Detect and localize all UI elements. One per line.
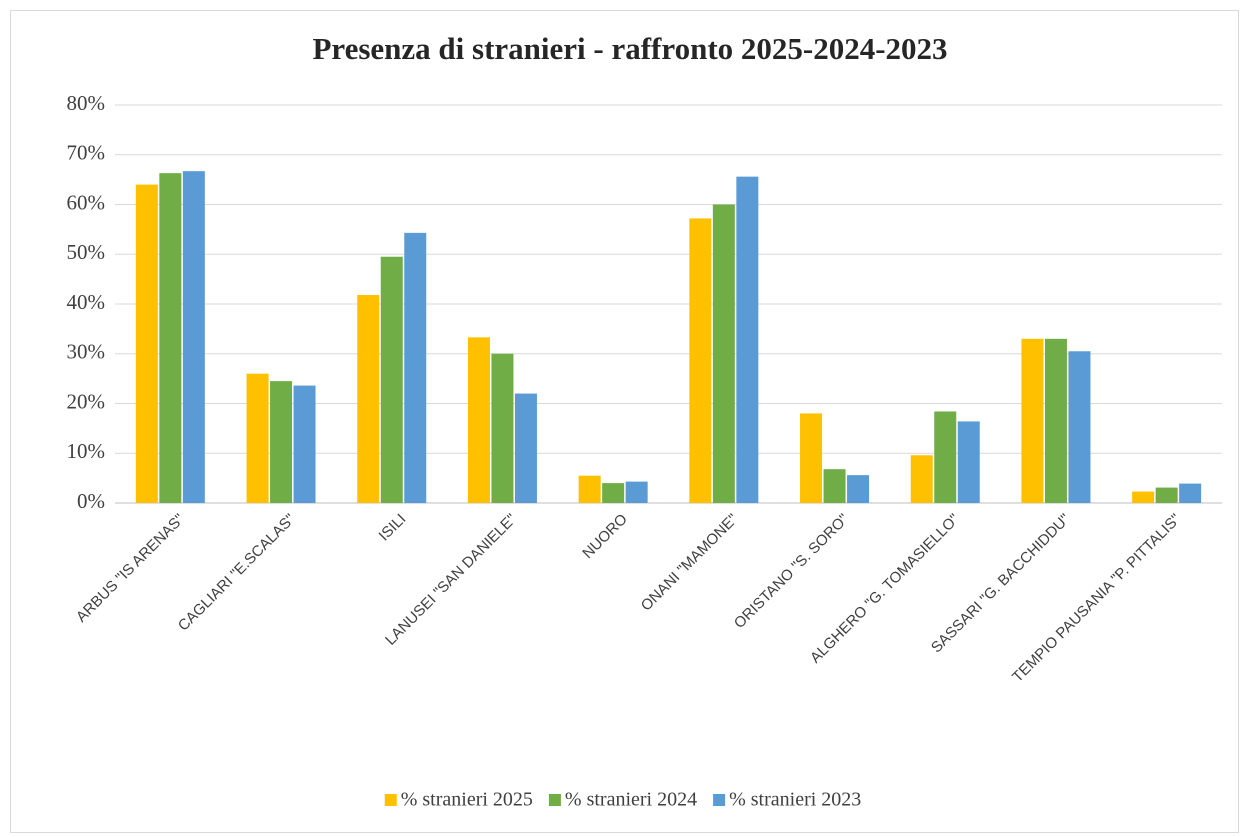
bar xyxy=(404,232,427,504)
bar xyxy=(246,373,269,503)
bar xyxy=(800,413,823,503)
bar xyxy=(602,483,625,503)
bar xyxy=(625,481,648,503)
bar xyxy=(689,218,712,503)
y-tick-label: 40% xyxy=(67,290,106,314)
bar xyxy=(957,421,980,503)
bar xyxy=(1044,338,1067,503)
legend-swatch xyxy=(548,794,561,806)
y-tick-label: 30% xyxy=(67,340,106,364)
legend-swatch xyxy=(713,794,726,806)
y-tick-label: 0% xyxy=(77,489,105,513)
bar xyxy=(712,204,735,503)
y-tick-label: 60% xyxy=(67,190,106,214)
y-tick-label: 20% xyxy=(67,389,106,413)
y-tick-label: 70% xyxy=(67,141,106,165)
y-tick-label: 80% xyxy=(67,91,106,115)
bar xyxy=(182,171,205,504)
bar xyxy=(1068,351,1091,503)
bar xyxy=(736,176,759,503)
bar xyxy=(1179,483,1202,503)
y-tick-label: 10% xyxy=(67,439,106,463)
bar xyxy=(847,475,870,503)
bar xyxy=(578,475,601,503)
bar xyxy=(1155,487,1178,503)
bar xyxy=(357,295,380,503)
y-tick-label: 50% xyxy=(67,240,106,264)
bar xyxy=(467,337,490,503)
bar xyxy=(514,393,537,503)
bar xyxy=(491,353,514,503)
bar xyxy=(293,385,316,503)
bar xyxy=(159,173,182,503)
bar xyxy=(1021,338,1044,503)
bar xyxy=(934,411,957,503)
bar xyxy=(910,455,933,503)
bar xyxy=(1132,491,1155,503)
bar xyxy=(380,256,403,503)
bar xyxy=(135,184,158,503)
legend-label: % stranieri 2024 xyxy=(565,789,697,811)
legend-swatch xyxy=(384,794,397,806)
chart-title: Presenza di stranieri - raffronto 2025-2… xyxy=(312,31,947,66)
legend-label: % stranieri 2025 xyxy=(401,789,533,811)
bar xyxy=(823,469,846,503)
legend-label: % stranieri 2023 xyxy=(729,789,861,811)
bar xyxy=(270,381,293,503)
